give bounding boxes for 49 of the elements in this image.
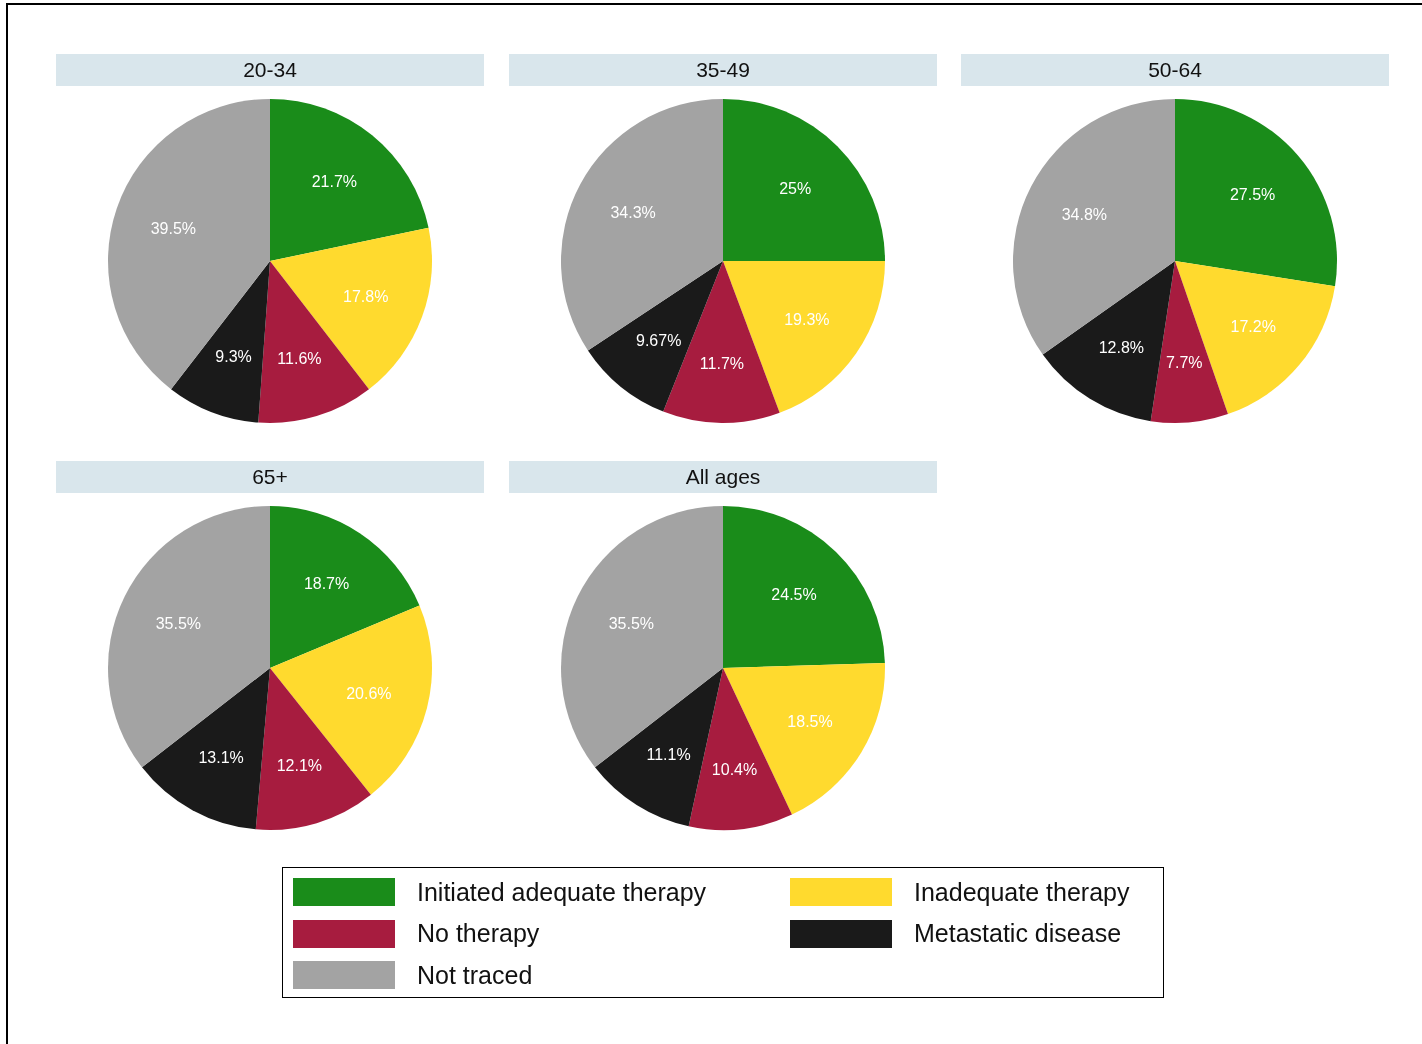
pie-slice bbox=[171, 261, 270, 423]
legend-label: No therapy bbox=[417, 919, 540, 948]
data-label: 11.6% bbox=[277, 350, 322, 368]
data-label: 10.4% bbox=[711, 760, 758, 778]
data-label: 34.8% bbox=[1061, 205, 1108, 223]
legend-label: Initiated adequate therapy bbox=[417, 877, 707, 907]
data-label: 20.6% bbox=[346, 684, 392, 702]
chart-title: 50-64 bbox=[961, 54, 1389, 86]
data-label: 9.67% bbox=[635, 331, 682, 349]
data-label: 11.7% bbox=[699, 354, 745, 372]
pie-slice bbox=[1175, 99, 1337, 287]
data-label: 19.3% bbox=[784, 310, 830, 328]
data-label: 35.5% bbox=[155, 614, 202, 632]
chart-title: 20-34 bbox=[56, 54, 484, 86]
data-label: 25% bbox=[779, 180, 812, 198]
pie-slice bbox=[270, 99, 429, 261]
data-label: 39.5% bbox=[150, 219, 197, 237]
data-label: 34.3% bbox=[610, 204, 656, 222]
data-label: 7.7% bbox=[1166, 354, 1203, 372]
pie-slice bbox=[1150, 261, 1228, 423]
pie-slice bbox=[723, 506, 885, 668]
pie-slice bbox=[108, 99, 270, 390]
chart-title: 35-49 bbox=[509, 54, 937, 86]
data-label: 35.5% bbox=[608, 614, 655, 632]
pie-slice bbox=[561, 99, 723, 351]
pie-slice bbox=[141, 668, 270, 830]
chart-title: 65+ bbox=[56, 461, 484, 493]
pie-slice bbox=[723, 99, 885, 262]
data-label: 12.8% bbox=[1098, 339, 1145, 357]
data-label: 12.1% bbox=[276, 757, 323, 775]
data-label: 9.3% bbox=[215, 347, 252, 365]
data-label: 18.5% bbox=[787, 712, 833, 730]
legend-label: Metastatic disease bbox=[914, 919, 1122, 948]
data-label: 21.7% bbox=[311, 173, 358, 191]
legend-label: Not traced bbox=[417, 960, 533, 990]
pie-slice bbox=[270, 605, 432, 795]
data-label: 13.1% bbox=[198, 749, 244, 767]
chart-title: All ages bbox=[509, 461, 937, 493]
data-label: 18.7% bbox=[303, 574, 350, 592]
pie-slice bbox=[108, 506, 270, 768]
pie-slice bbox=[1013, 99, 1175, 355]
data-label: 17.8% bbox=[343, 287, 389, 305]
pie-slice bbox=[270, 227, 432, 390]
data-label: 17.2% bbox=[1230, 318, 1276, 336]
data-label: 24.5% bbox=[771, 586, 817, 604]
data-label: 11.1% bbox=[646, 745, 691, 763]
pie-slice bbox=[270, 506, 420, 668]
legend-label: Inadequate therapy bbox=[914, 877, 1130, 907]
data-label: 27.5% bbox=[1229, 186, 1276, 204]
